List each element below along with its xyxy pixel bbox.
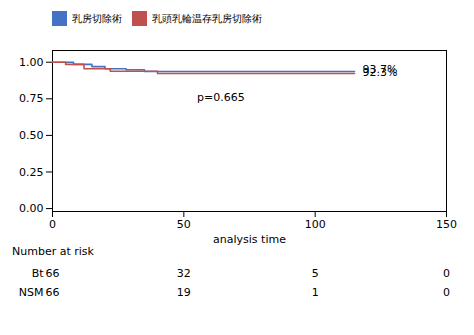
svg-text:0.00: 0.00: [19, 202, 44, 215]
svg-text:0.75: 0.75: [19, 92, 44, 105]
svg-text:Bt: Bt: [32, 267, 45, 280]
svg-text:66: 66: [46, 267, 60, 280]
svg-text:50: 50: [177, 218, 191, 231]
svg-text:5: 5: [312, 267, 319, 280]
svg-text:0: 0: [49, 218, 56, 231]
svg-text:150: 150: [436, 218, 457, 231]
svg-text:66: 66: [46, 286, 60, 299]
svg-text:p=0.665: p=0.665: [197, 91, 245, 104]
svg-text:1: 1: [312, 286, 319, 299]
svg-text:0: 0: [443, 286, 450, 299]
svg-text:0.50: 0.50: [19, 129, 44, 142]
svg-text:92.3%: 92.3%: [362, 66, 397, 79]
svg-text:19: 19: [177, 286, 191, 299]
svg-text:NSM: NSM: [19, 286, 44, 299]
html-text:乳房切除術: 乳房切除術: [72, 12, 122, 24]
html-text:Number at risk: Number at risk: [12, 245, 94, 258]
svg-text:1.00: 1.00: [19, 56, 44, 69]
svg-text:0: 0: [443, 267, 450, 280]
svg-text:32: 32: [177, 267, 191, 280]
svg-text:0.25: 0.25: [19, 166, 44, 179]
html-text:乳頭乳輪温存乳房切除術: 乳頭乳輪温存乳房切除術: [152, 12, 262, 24]
svg-text:analysis time: analysis time: [213, 233, 286, 246]
svg-text:100: 100: [305, 218, 326, 231]
